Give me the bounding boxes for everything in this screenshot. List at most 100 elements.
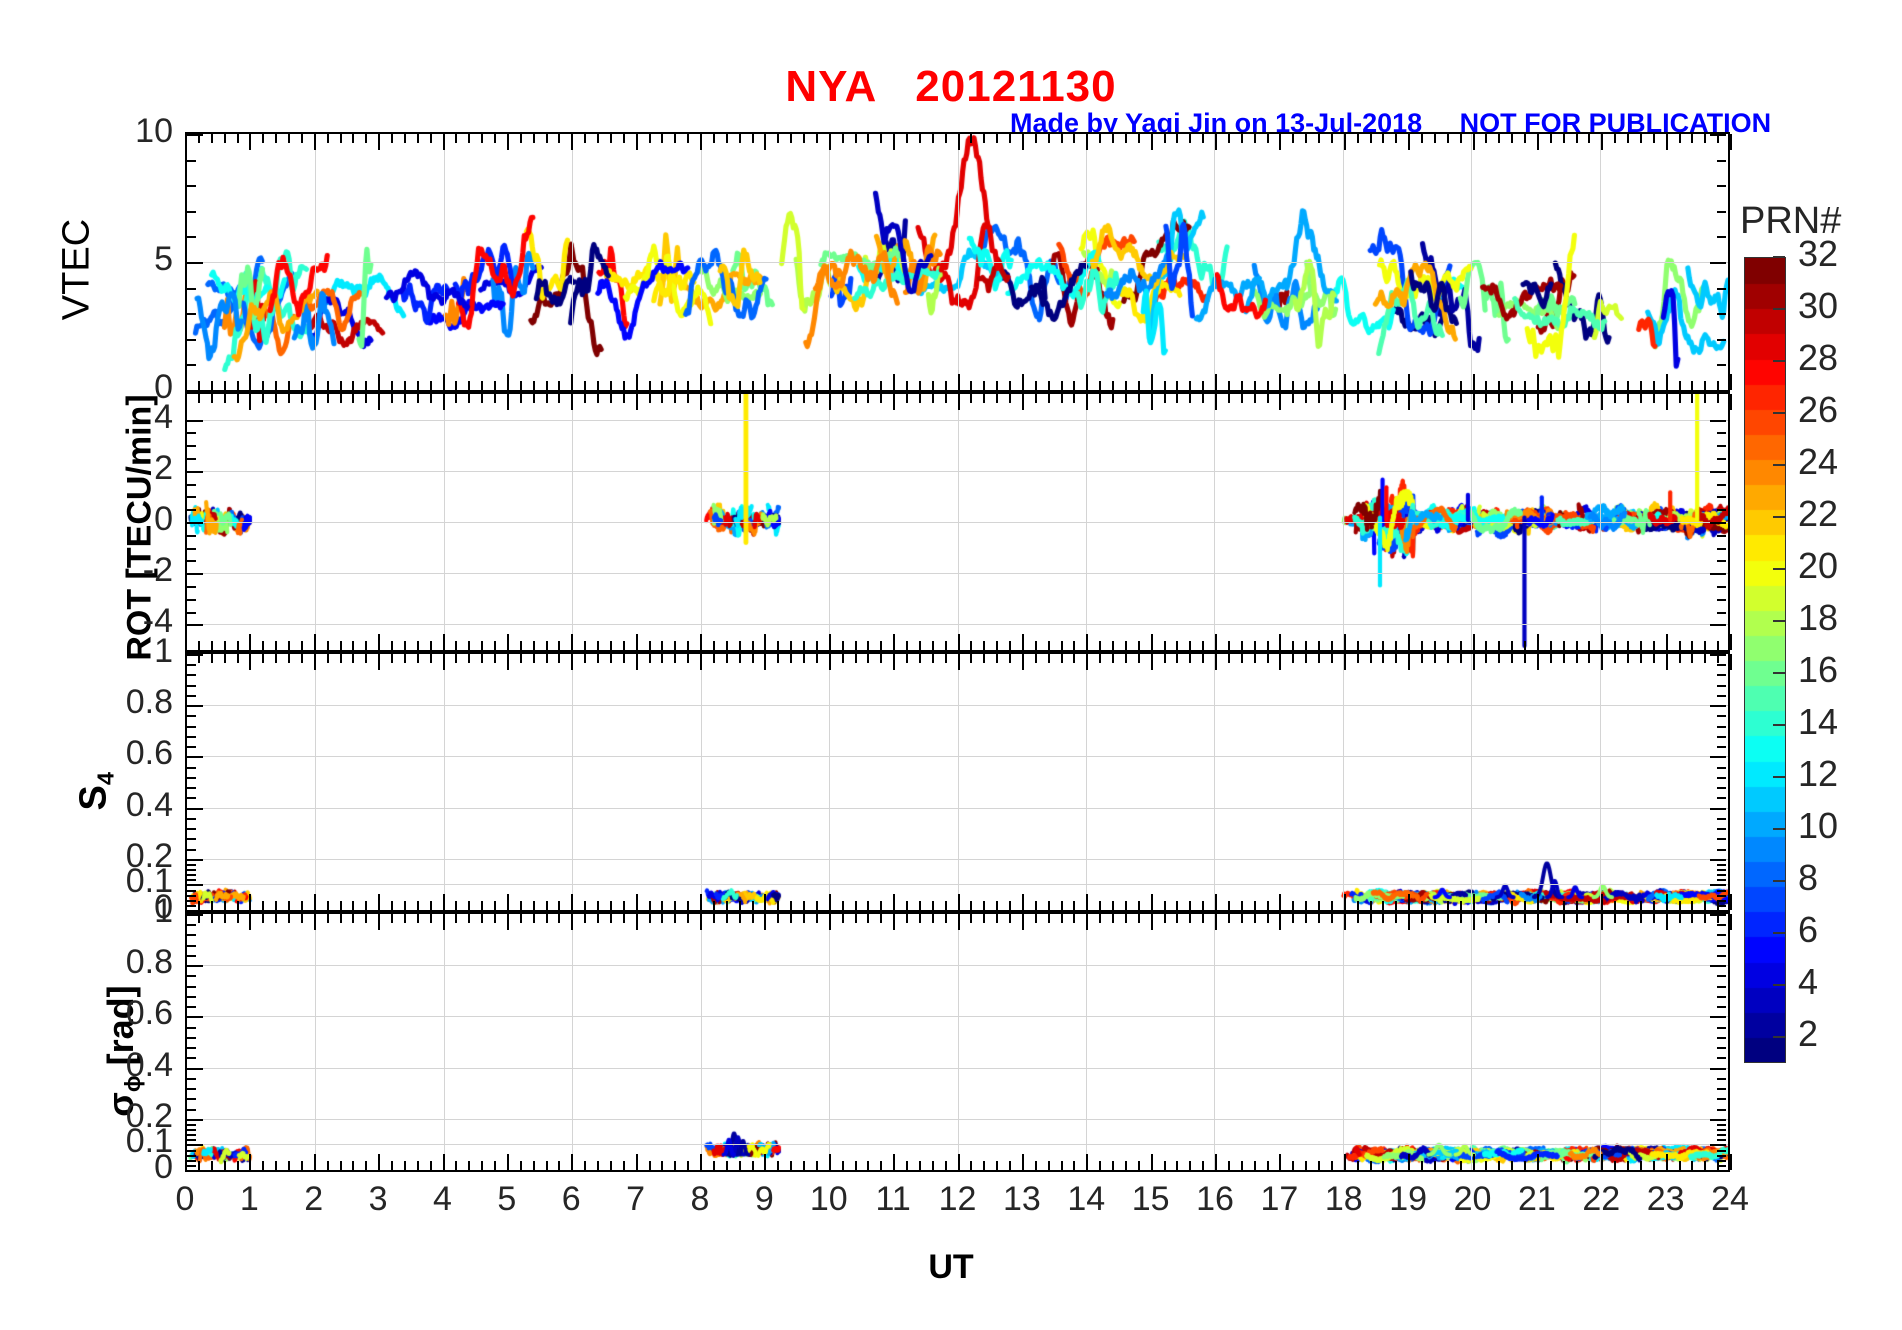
- ytick-minor-s4: [187, 869, 196, 872]
- xtick-minor-bottom-rot: [609, 641, 612, 650]
- xtick-minor-top-sp: [1678, 914, 1681, 923]
- colorbar-tick-label-15: 32: [1798, 233, 1839, 274]
- xtick-top-s4: [185, 654, 187, 670]
- xtick-label-4: 4: [433, 1180, 452, 1218]
- xtick-minor-top-vtec: [1009, 134, 1011, 143]
- xtick-minor-bottom-vtec: [1524, 381, 1526, 390]
- page-title: NYA 20121130: [785, 62, 1117, 111]
- ytick-minor-rot: [187, 509, 196, 512]
- xtick-minor-top-vtec: [918, 134, 921, 143]
- ytick-minor-right-rot: [1717, 458, 1726, 460]
- xtick-minor-top-s4: [403, 654, 406, 663]
- xtick-minor-top-vtec: [365, 134, 368, 143]
- ytick-minor-rot: [187, 496, 196, 499]
- xtick-minor-top-rot: [1112, 394, 1114, 403]
- xtick-minor-top-s4: [1034, 654, 1037, 663]
- xtick-minor-top-rot: [236, 394, 239, 403]
- xtick-top-sp: [764, 914, 767, 930]
- xtick-top-sp: [442, 914, 445, 930]
- xtick-minor-bottom-s4: [532, 901, 535, 910]
- xtick-minor-top-sp: [622, 914, 625, 923]
- xtick-minor-bottom-sp: [545, 1161, 548, 1170]
- xtick-minor-top-rot: [648, 394, 651, 403]
- xtick-minor-bottom-rot: [1060, 641, 1063, 650]
- xtick-minor-bottom-vtec: [494, 381, 496, 390]
- xtick-minor-top-vtec: [352, 134, 355, 143]
- xtick-minor-bottom-sp: [1292, 1161, 1295, 1170]
- ytick-minor-s4: [187, 725, 196, 728]
- xtick-minor-top-vtec: [300, 134, 303, 143]
- xtick-minor-top-s4: [1652, 654, 1655, 663]
- xtick-minor-bottom-sp: [262, 1161, 265, 1170]
- xtick-minor-bottom-rot: [1253, 641, 1256, 650]
- xtick-top-sp: [957, 914, 960, 930]
- xtick-minor-bottom-vtec: [403, 381, 406, 390]
- xtick-minor-bottom-vtec: [1047, 381, 1050, 390]
- xtick-minor-bottom-vtec: [481, 381, 484, 390]
- colorbar-tick-label-1: 4: [1798, 961, 1819, 1002]
- ytick-minor-sp: [187, 1088, 196, 1091]
- xtick-bottom-sp: [1150, 1154, 1153, 1170]
- xtick-minor-top-sp: [1704, 914, 1707, 923]
- xtick-top-rot: [1279, 394, 1282, 410]
- xtick-minor-top-vtec: [1421, 134, 1423, 143]
- xtick-minor-bottom-rot: [661, 641, 664, 650]
- xtick-top-s4: [1343, 654, 1346, 670]
- xtick-minor-bottom-sp: [648, 1161, 651, 1170]
- xtick-minor-top-rot: [1652, 394, 1655, 403]
- xtick-top-s4: [506, 654, 509, 670]
- xtick-minor-bottom-rot: [558, 641, 561, 650]
- xtick-top-sp: [1215, 914, 1217, 930]
- xtick-minor-top-vtec: [1549, 134, 1552, 143]
- xtick-minor-top-rot: [210, 394, 213, 403]
- ytick-label-s4-3: 0.4: [125, 785, 173, 824]
- xtick-minor-top-sp: [751, 914, 754, 923]
- ytick-minor-right-sp: [1717, 1047, 1726, 1050]
- xtick-minor-bottom-sp: [403, 1161, 406, 1170]
- ytick-sp: [187, 1118, 203, 1121]
- xtick-minor-top-sp: [1227, 914, 1230, 923]
- xtick-minor-top-s4: [326, 654, 329, 663]
- xtick-minor-top-vtec: [790, 134, 793, 143]
- xtick-minor-top-s4: [597, 654, 599, 663]
- xtick-top-vtec: [1601, 134, 1604, 150]
- xtick-minor-bottom-vtec: [1163, 381, 1166, 390]
- ytick-right-sp: [1710, 1067, 1726, 1070]
- xtick-bottom-sp: [1215, 1154, 1217, 1170]
- xtick-minor-bottom-rot: [288, 641, 290, 650]
- xtick-minor-top-rot: [481, 394, 484, 403]
- xtick-minor-top-sp: [1292, 914, 1295, 923]
- xtick-minor-bottom-s4: [1240, 901, 1243, 910]
- xtick-minor-top-s4: [1099, 654, 1102, 663]
- xtick-minor-top-s4: [197, 654, 200, 663]
- xtick-minor-bottom-sp: [1060, 1161, 1063, 1170]
- ytick-label-rot-4: 4: [154, 397, 173, 436]
- ytick-minor-sp: [187, 934, 196, 937]
- xtick-minor-top-vtec: [841, 134, 844, 143]
- xtick-minor-top-vtec: [481, 134, 484, 143]
- xtick-minor-top-rot: [468, 394, 471, 403]
- xtick-minor-bottom-vtec: [1395, 381, 1398, 390]
- ytick-s4: [187, 756, 203, 759]
- xtick-minor-bottom-s4: [275, 901, 278, 910]
- xtick-minor-top-vtec: [1446, 134, 1449, 143]
- ytick-minor-right-rot: [1717, 496, 1726, 499]
- gridline-vertical: [315, 914, 317, 1170]
- xtick-minor-top-rot: [854, 394, 857, 403]
- ytick-minor-right-vtec: [1717, 338, 1726, 341]
- xtick-minor-bottom-sp: [1240, 1161, 1243, 1170]
- xtick-minor-bottom-s4: [326, 901, 329, 910]
- ytick-right-s4: [1710, 807, 1726, 810]
- xtick-minor-bottom-vtec: [1253, 381, 1256, 390]
- xtick-minor-bottom-s4: [687, 901, 690, 910]
- xtick-minor-top-sp: [468, 914, 471, 923]
- xtick-bottom-s4: [571, 894, 574, 910]
- xtick-minor-top-s4: [1163, 654, 1166, 663]
- xtick-top-vtec: [1665, 134, 1668, 150]
- ytick-minor-right-vtec: [1717, 287, 1726, 290]
- xtick-minor-bottom-s4: [1511, 901, 1514, 910]
- xtick-minor-top-rot: [1034, 394, 1037, 403]
- gridline-vertical: [1471, 394, 1473, 650]
- xtick-minor-bottom-vtec: [1498, 381, 1501, 390]
- ytick-minor-vtec: [187, 338, 196, 341]
